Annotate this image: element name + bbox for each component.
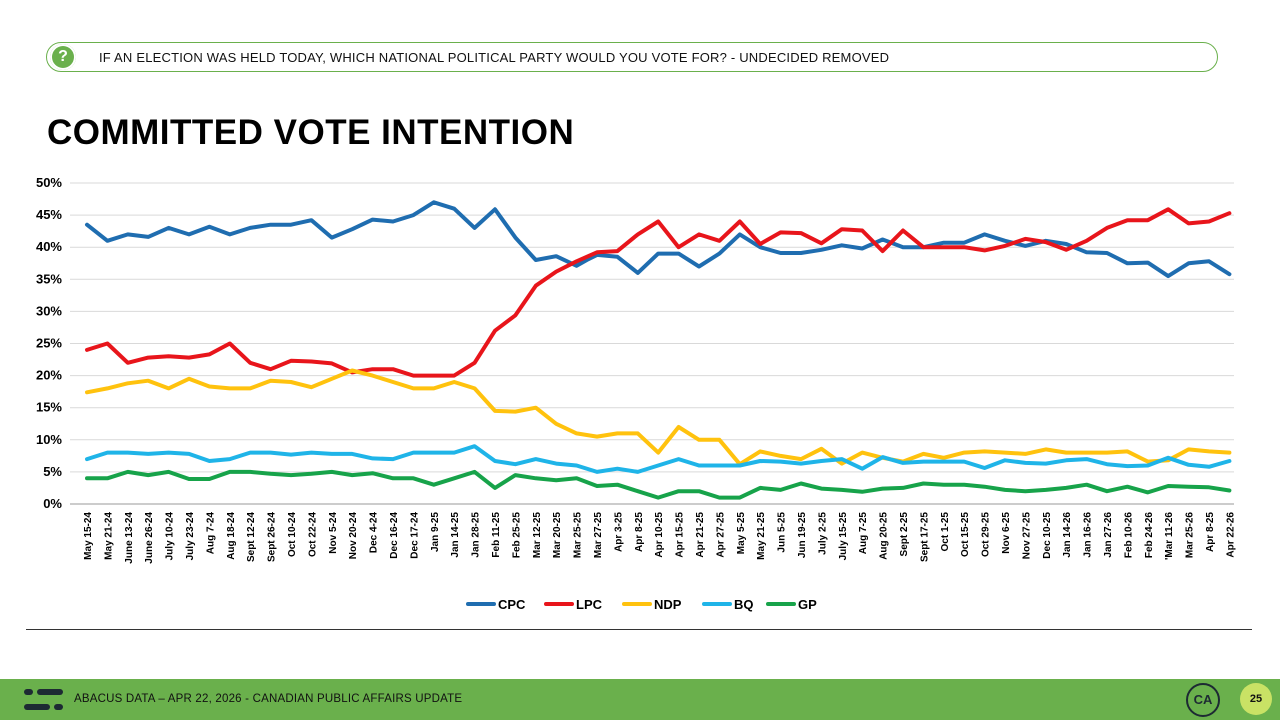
y-tick-label: 10% bbox=[36, 432, 62, 447]
x-tick-label: Jan 27-26 bbox=[1103, 512, 1114, 558]
x-tick-label: Nov 27-25 bbox=[1021, 512, 1032, 560]
x-tick-label: Feb 10-26 bbox=[1123, 512, 1134, 559]
x-tick-label: Jan 14-26 bbox=[1062, 512, 1073, 558]
x-tick-label: July 23-24 bbox=[185, 512, 196, 561]
survey-question: IF AN ELECTION WAS HELD TODAY, WHICH NAT… bbox=[99, 50, 890, 65]
x-tick-label: Nov 6-25 bbox=[1001, 512, 1012, 554]
y-tick-label: 30% bbox=[36, 303, 62, 318]
x-tick-label: Dec 4-24 bbox=[369, 512, 380, 554]
x-tick-label: Apr 21-25 bbox=[695, 512, 706, 558]
bottom-divider bbox=[26, 629, 1252, 630]
y-tick-label: 45% bbox=[36, 207, 62, 222]
x-tick-label: Apr 15-25 bbox=[675, 512, 686, 558]
x-tick-label: July 10-24 bbox=[165, 512, 176, 561]
series-line-ndp bbox=[85, 368, 1232, 467]
x-tick-label: Oct 1-25 bbox=[940, 512, 951, 552]
x-tick-label: Oct 22-24 bbox=[307, 512, 318, 557]
x-tick-label: Oct 15-25 bbox=[960, 512, 971, 557]
x-tick-label: June 26-24 bbox=[144, 512, 155, 564]
x-tick-label: Nov 20-24 bbox=[348, 512, 359, 560]
x-tick-label: Oct 29-25 bbox=[981, 512, 992, 557]
x-tick-label: Dec 10-25 bbox=[1042, 512, 1053, 559]
x-tick-label: Apr 8-25 bbox=[634, 512, 645, 552]
y-tick-label: 20% bbox=[36, 368, 62, 383]
series-line-lpc bbox=[85, 207, 1232, 378]
x-tick-label: Apr 8-25 bbox=[1205, 512, 1216, 552]
x-tick-label: Aug 7-24 bbox=[205, 512, 216, 555]
x-tick-label: Jan 14-25 bbox=[450, 512, 461, 558]
x-tick-label: Jun 5-25 bbox=[777, 512, 788, 553]
x-tick-label: Aug 18-24 bbox=[226, 512, 237, 560]
y-tick-label: 0% bbox=[43, 496, 62, 511]
x-tick-label: Sept 12-24 bbox=[246, 512, 257, 562]
y-tick-label: 5% bbox=[43, 464, 62, 479]
x-tick-label: Dec 16-24 bbox=[389, 512, 400, 559]
x-tick-label: June 13-24 bbox=[124, 512, 135, 564]
vote-intention-line-chart: 0% 5% 10% 15% 20% 25% 30% 35% 40% 45% 50% May 15-24… bbox=[36, 175, 1236, 612]
x-tick-label: Apr 3-25 bbox=[613, 512, 624, 552]
series-line-cpc bbox=[85, 200, 1232, 279]
x-tick-label: Jan 9-25 bbox=[430, 512, 441, 552]
y-tick-label: 40% bbox=[36, 239, 62, 254]
question-banner: ? IF AN ELECTION WAS HELD TODAY, WHICH N… bbox=[46, 42, 1218, 72]
series-line-gp bbox=[85, 469, 1232, 500]
x-tick-label: Apr 22-26 bbox=[1225, 512, 1236, 558]
x-tick-label: Aug 20-25 bbox=[879, 512, 890, 560]
page-title: COMMITTED VOTE INTENTION bbox=[47, 113, 575, 152]
x-tick-label: Feb 25-25 bbox=[511, 512, 522, 559]
legend-label-cpc: CPC bbox=[498, 597, 526, 612]
x-tick-label: Aug 7-25 bbox=[858, 512, 869, 555]
x-tick-label: Sept 2-25 bbox=[899, 512, 910, 557]
series-line-bq bbox=[85, 444, 1232, 474]
x-tick-label: May 21-25 bbox=[756, 512, 767, 560]
x-tick-label: Mar 20-25 bbox=[552, 512, 563, 559]
x-tick-label: Sept 17-25 bbox=[919, 512, 930, 562]
x-tick-label: Sept 26-24 bbox=[267, 512, 278, 562]
x-tick-label: Jun 19-25 bbox=[797, 512, 808, 559]
x-tick-label: Feb 24-26 bbox=[1144, 512, 1155, 559]
x-tick-label: May 21-24 bbox=[103, 512, 114, 560]
x-tick-label: July 15-25 bbox=[838, 512, 849, 561]
x-tick-label: Mar 12-25 bbox=[532, 512, 543, 559]
y-tick-label: 15% bbox=[36, 400, 62, 415]
footer-text: ABACUS DATA – APR 22, 2026 - CANADIAN PU… bbox=[74, 693, 463, 705]
footer-bar: ABACUS DATA – APR 22, 2026 - CANADIAN PU… bbox=[0, 679, 1280, 720]
x-tick-label: Dec 17-24 bbox=[409, 512, 420, 559]
x-tick-label: Nov 5-24 bbox=[328, 512, 339, 554]
legend-label-bq: BQ bbox=[734, 597, 754, 612]
x-tick-label: Apr 10-25 bbox=[654, 512, 665, 558]
x-tick-label: Jan 16-26 bbox=[1083, 512, 1094, 558]
legend-label-lpc: LPC bbox=[576, 597, 603, 612]
y-tick-label: 25% bbox=[36, 336, 62, 351]
y-tick-label: 35% bbox=[36, 271, 62, 286]
y-tick-label: 50% bbox=[36, 175, 62, 190]
x-tick-label: Mar 27-25 bbox=[593, 512, 604, 559]
abacus-logo-icon bbox=[24, 689, 63, 710]
ca-logo-icon: CA bbox=[1186, 683, 1220, 717]
x-tick-label: Mar 25-26 bbox=[1185, 512, 1196, 559]
x-tick-label: May 5-25 bbox=[736, 512, 747, 555]
question-mark-icon: ? bbox=[50, 44, 76, 70]
x-tick-label: Feb 11-25 bbox=[491, 512, 502, 558]
page-number: 25 bbox=[1240, 683, 1272, 715]
x-tick-label: Mar 25-25 bbox=[573, 512, 584, 559]
legend-label-ndp: NDP bbox=[654, 597, 682, 612]
x-tick-label: 'Mar 11-26 bbox=[1164, 512, 1175, 560]
x-tick-label: Apr 27-25 bbox=[715, 512, 726, 558]
x-tick-label: July 2-25 bbox=[817, 512, 828, 555]
x-tick-label: Oct 10-24 bbox=[287, 512, 298, 557]
x-tick-label: May 15-24 bbox=[83, 512, 94, 560]
legend-label-gp: GP bbox=[798, 597, 817, 612]
x-tick-label: Jan 28-25 bbox=[471, 512, 482, 558]
